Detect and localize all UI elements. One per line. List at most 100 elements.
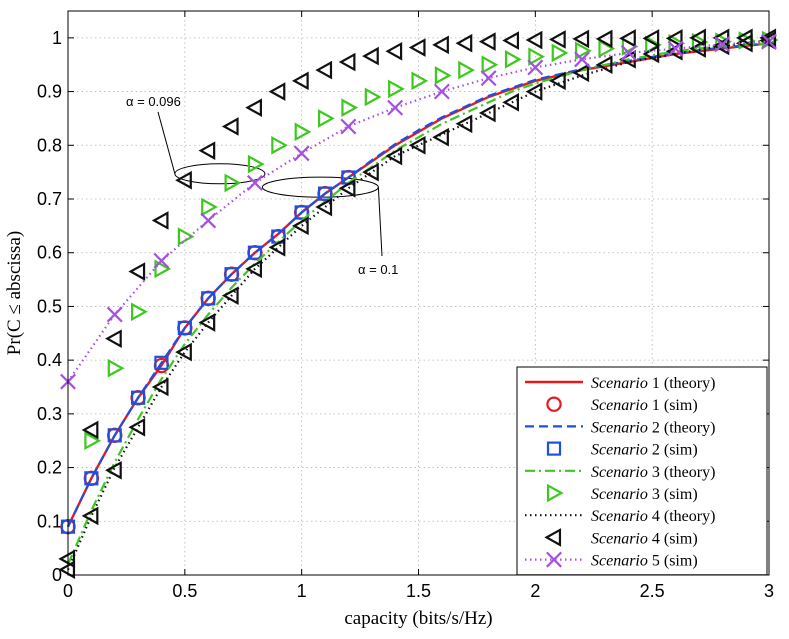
legend-entry: Scenario 1 (theory): [525, 375, 715, 392]
legend-label: Scenario 2 (sim): [591, 442, 698, 459]
data-point: [84, 431, 102, 451]
data-point: [548, 30, 566, 49]
y-tick-label: 0.7: [37, 189, 62, 209]
data-point: [245, 259, 262, 279]
data-point: [689, 39, 706, 58]
legend: Scenario 1 (theory) Scenario 1 (sim) Scena…: [516, 366, 768, 576]
x-tick-label: 0: [63, 581, 73, 601]
data-point: [340, 118, 357, 135]
data-point: [221, 117, 239, 136]
data-point: [247, 245, 263, 260]
data-point: [224, 173, 242, 193]
data-point: [481, 55, 499, 75]
data-point: [315, 60, 333, 80]
legend-marker-swatch: [546, 441, 562, 456]
y-tick-label: 0.6: [37, 243, 62, 263]
y-tick-label: 0: [52, 565, 62, 585]
data-point: [294, 205, 309, 220]
data-point: [525, 30, 543, 50]
data-point: [84, 471, 99, 486]
data-point: [198, 313, 216, 332]
data-point: [575, 41, 592, 61]
data-point: [455, 33, 473, 53]
legend-label: Scenario 3 (sim): [591, 486, 698, 503]
data-point: [551, 43, 569, 63]
legend-marker-swatch: [546, 396, 562, 412]
series-3: [67, 42, 770, 528]
legend-marker-swatch: [546, 551, 562, 568]
data-point: [200, 212, 217, 229]
legend-entry: Scenario 3 (sim): [546, 483, 698, 503]
y-tick-label: 0.1: [37, 511, 62, 531]
legend-label: Scenario 4 (theory): [591, 508, 715, 525]
data-point: [177, 320, 192, 336]
data-point: [341, 98, 359, 117]
y-axis-label: Pr(C ≤ abscissa): [4, 231, 25, 355]
data-point: [689, 28, 706, 48]
data-point: [107, 358, 125, 378]
legend-entry: Scenario 2 (theory): [525, 419, 715, 436]
legend-box: [516, 366, 768, 576]
data-point: [338, 178, 356, 198]
data-point: [317, 109, 335, 128]
data-point: [268, 82, 286, 101]
series-5: [66, 42, 770, 565]
data-point: [548, 71, 566, 91]
plot-frame: [67, 10, 770, 576]
data-point: [131, 390, 146, 405]
data-point: [528, 47, 546, 66]
data-point: [224, 267, 239, 282]
legend-label: Scenario 2 (theory): [591, 419, 715, 436]
data-point: [177, 227, 195, 246]
data-point: [247, 154, 265, 174]
data-point: [154, 259, 172, 279]
series-line: [66, 42, 770, 565]
data-point: [432, 35, 449, 55]
data-point: [362, 46, 379, 66]
legend-label: Scenario 5 (sim): [591, 553, 698, 570]
data-point: [502, 93, 520, 112]
data-point: [106, 306, 123, 323]
data-point: [667, 40, 684, 57]
legend-entry: Scenario 1 (sim): [546, 396, 698, 414]
data-point: [455, 114, 473, 134]
data-point: [504, 50, 522, 69]
data-point: [387, 99, 404, 116]
data-point: [714, 36, 731, 53]
data-point: [385, 41, 403, 61]
y-tick-label: 0.9: [37, 82, 62, 102]
data-point: [105, 329, 122, 348]
data-point: [128, 262, 146, 281]
data-point: [432, 127, 449, 147]
data-point: [246, 174, 263, 191]
data-series: [58, 28, 779, 579]
legend-label: Scenario 1 (theory): [591, 375, 715, 392]
data-point: [221, 286, 239, 305]
data-point: [154, 355, 169, 370]
x-tick-label: 3: [764, 581, 774, 601]
legend-entry: Scenario 4 (theory): [525, 508, 715, 525]
data-point: [642, 44, 660, 64]
data-point: [198, 141, 216, 160]
legend-entry: Scenario 5 (sim): [525, 551, 698, 570]
data-point: [408, 135, 426, 155]
data-point: [201, 291, 216, 306]
data-point: [245, 98, 262, 117]
data-point: [598, 39, 616, 58]
legend-marker-swatch: [544, 528, 562, 547]
legend-label: Scenario 3 (theory): [591, 464, 715, 481]
data-point: [642, 29, 660, 48]
data-point: [595, 55, 613, 75]
x-tick-label: 2.5: [640, 581, 665, 601]
data-point: [527, 59, 544, 76]
data-point: [128, 417, 146, 437]
data-point: [315, 197, 333, 217]
data-point: [175, 170, 192, 190]
series-10: [60, 33, 777, 390]
axis-labels: capacity (bits/s/Hz) Pr(C ≤ abscissa): [4, 231, 493, 629]
data-point: [175, 342, 192, 362]
x-tick-label: 1: [297, 581, 307, 601]
data-point: [434, 66, 452, 85]
data-point: [574, 51, 591, 68]
